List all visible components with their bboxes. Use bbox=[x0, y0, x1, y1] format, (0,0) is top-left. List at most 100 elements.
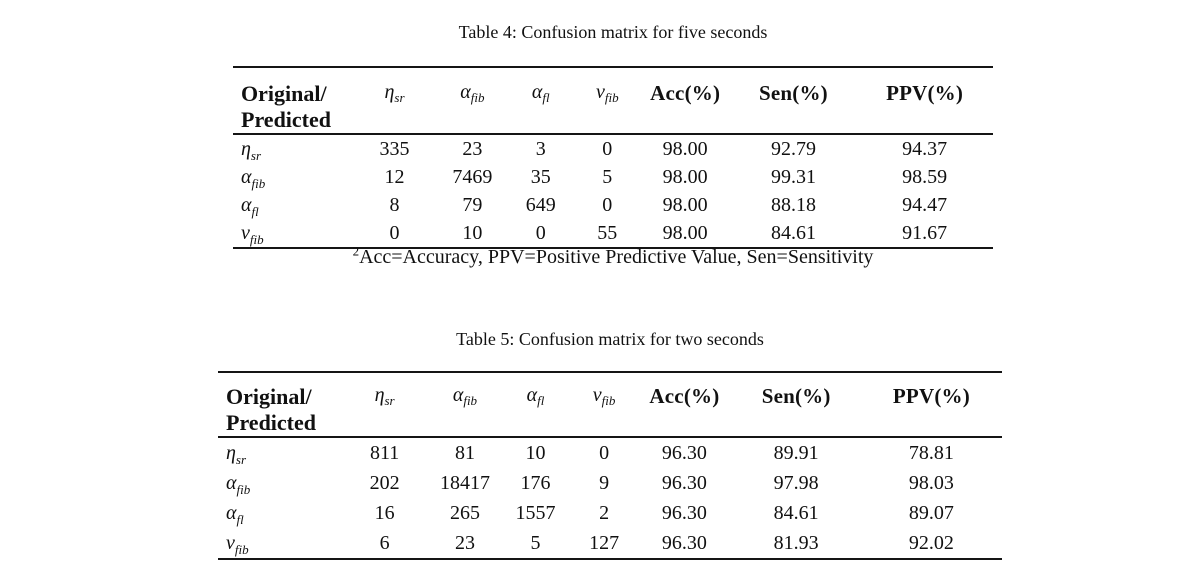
metric-cell-ppv: 92.02 bbox=[908, 531, 954, 554]
matrix-cell: 176 bbox=[520, 471, 551, 494]
metric-cell-acc: 98.00 bbox=[662, 137, 708, 160]
matrix-cell: 81 bbox=[454, 441, 475, 464]
greek-symbol: ν bbox=[226, 531, 235, 554]
matrix-cell: 0 bbox=[535, 221, 546, 244]
table-row-alpha-fl: αfl 16 265 1557 2 96.30 84.61 89.07 bbox=[218, 498, 1002, 528]
col-header-eta-sr: ηsr bbox=[339, 372, 430, 438]
matrix-cell: 0 bbox=[602, 137, 613, 160]
metric-cell-sen: 99.31 bbox=[770, 165, 816, 188]
metric-cell-acc: 96.30 bbox=[661, 501, 707, 524]
matrix-cell: 18417 bbox=[439, 471, 490, 494]
matrix-cell: 35 bbox=[530, 165, 551, 188]
matrix-cell: 0 bbox=[389, 221, 400, 244]
table-row-alpha-fl: αfl 8 79 649 0 98.00 88.18 94.47 bbox=[233, 191, 993, 219]
col-header-alpha-fl: αfl bbox=[500, 372, 571, 438]
greek-symbol: ν bbox=[241, 221, 250, 244]
metric-cell-ppv: 89.07 bbox=[908, 501, 954, 524]
row-label-nu-fib: νfib bbox=[233, 219, 351, 248]
metric-cell-sen: 84.61 bbox=[773, 501, 819, 524]
header-original-predicted: Original/ Predicted bbox=[233, 67, 351, 135]
matrix-cell: 265 bbox=[449, 501, 480, 524]
metric-cell-ppv: 91.67 bbox=[902, 221, 948, 244]
matrix-cell: 9 bbox=[599, 471, 610, 494]
row-label-alpha-fl: αfl bbox=[233, 191, 351, 219]
matrix-cell: 811 bbox=[369, 441, 400, 464]
matrix-cell: 127 bbox=[589, 531, 620, 554]
col-header-sensitivity: Sen(%) bbox=[730, 67, 857, 135]
matrix-cell: 79 bbox=[462, 193, 483, 216]
col-header-alpha-fib: αfib bbox=[429, 372, 501, 438]
table-5-confusion-matrix-two-seconds: Original/ Predicted ηsr αfib αfl νfib Ac… bbox=[218, 371, 1002, 560]
greek-symbol: α bbox=[226, 501, 237, 524]
table-row-alpha-fib: αfib 202 18417 176 9 96.30 97.98 98.03 bbox=[218, 468, 1002, 498]
row-label-eta-sr: ηsr bbox=[233, 134, 351, 163]
greek-subscript: sr bbox=[394, 90, 405, 106]
row-label-alpha-fib: αfib bbox=[218, 468, 340, 498]
metric-cell-sen: 81.93 bbox=[773, 531, 819, 554]
col-header-ppv: PPV(%) bbox=[856, 67, 993, 135]
table-4-caption: Table 4: Confusion matrix for five secon… bbox=[458, 22, 768, 42]
greek-subscript: fib bbox=[463, 393, 478, 409]
matrix-cell: 1557 bbox=[515, 501, 556, 524]
col-header-alpha-fl: αfl bbox=[506, 67, 575, 135]
greek-subscript: fib bbox=[601, 393, 616, 409]
metric-cell-acc: 98.00 bbox=[662, 221, 708, 244]
greek-subscript: fib bbox=[249, 231, 264, 247]
metric-cell-sen: 92.79 bbox=[770, 137, 816, 160]
metric-cell-ppv: 78.81 bbox=[908, 441, 954, 464]
greek-subscript: fib bbox=[236, 481, 251, 497]
matrix-cell: 202 bbox=[369, 471, 400, 494]
col-header-alpha-fib: αfib bbox=[438, 67, 507, 135]
metric-cell-acc: 98.00 bbox=[662, 165, 708, 188]
greek-symbol: α bbox=[241, 165, 252, 188]
greek-symbol: α bbox=[526, 384, 538, 406]
matrix-cell: 55 bbox=[597, 221, 618, 244]
metric-cell-ppv: 94.47 bbox=[902, 193, 948, 216]
matrix-cell: 6 bbox=[379, 531, 390, 554]
matrix-cell: 23 bbox=[454, 531, 475, 554]
greek-subscript: sr bbox=[384, 393, 395, 409]
row-label-nu-fib: νfib bbox=[218, 528, 340, 559]
footnote-text: Acc=Accuracy, PPV=Positive Predictive Va… bbox=[359, 246, 874, 268]
col-header-ppv: PPV(%) bbox=[860, 372, 1002, 438]
metric-cell-acc: 96.30 bbox=[661, 471, 707, 494]
metric-cell-ppv: 98.59 bbox=[902, 165, 948, 188]
greek-symbol: α bbox=[226, 471, 237, 494]
greek-subscript: fib bbox=[234, 541, 249, 557]
col-header-accuracy: Acc(%) bbox=[637, 372, 732, 438]
matrix-cell: 0 bbox=[602, 193, 613, 216]
matrix-cell: 23 bbox=[462, 137, 483, 160]
greek-symbol: η bbox=[374, 384, 385, 406]
header-predicted-label: Predicted bbox=[241, 107, 332, 132]
greek-subscript: fl bbox=[537, 393, 545, 409]
header-predicted-label: Predicted bbox=[226, 410, 317, 435]
matrix-cell: 16 bbox=[374, 501, 395, 524]
greek-symbol: ν bbox=[592, 384, 602, 406]
matrix-cell: 7469 bbox=[452, 165, 493, 188]
row-label-eta-sr: ηsr bbox=[218, 437, 340, 468]
table-row-alpha-fib: αfib 12 7469 35 5 98.00 99.31 98.59 bbox=[233, 163, 993, 191]
metric-cell-sen: 88.18 bbox=[770, 193, 816, 216]
greek-subscript: fib bbox=[470, 90, 485, 106]
greek-subscript: fl bbox=[251, 203, 259, 219]
metric-cell-acc: 96.30 bbox=[661, 531, 707, 554]
greek-subscript: sr bbox=[250, 147, 262, 163]
header-original-label: Original/ bbox=[226, 384, 312, 409]
col-header-eta-sr: ηsr bbox=[350, 67, 439, 135]
greek-symbol: α bbox=[531, 81, 543, 103]
metric-cell-sen: 97.98 bbox=[773, 471, 819, 494]
matrix-cell: 2 bbox=[599, 501, 610, 524]
metric-cell-acc: 96.30 bbox=[661, 441, 707, 464]
greek-symbol: α bbox=[460, 81, 471, 103]
greek-subscript: fib bbox=[604, 90, 619, 106]
col-header-accuracy: Acc(%) bbox=[639, 67, 731, 135]
matrix-cell: 335 bbox=[379, 137, 410, 160]
header-original-label: Original/ bbox=[241, 81, 327, 106]
col-header-nu-fib: νfib bbox=[574, 67, 640, 135]
greek-subscript: fl bbox=[542, 90, 550, 106]
matrix-cell: 5 bbox=[530, 531, 541, 554]
metric-cell-ppv: 94.37 bbox=[902, 137, 948, 160]
table-4-footnote: 2Acc=Accuracy, PPV=Positive Predictive V… bbox=[233, 244, 993, 269]
table-row-eta-sr: ηsr 811 81 10 0 96.30 89.91 78.81 bbox=[218, 437, 1002, 468]
